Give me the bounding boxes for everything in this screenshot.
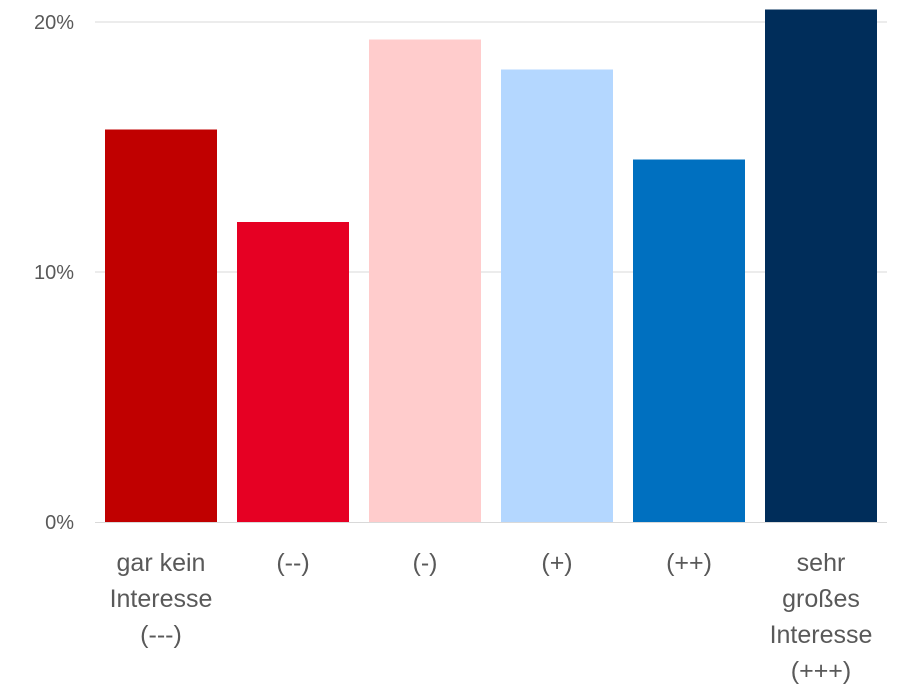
x-category-label-line: Interesse xyxy=(110,585,213,613)
x-category-label: (--) xyxy=(276,549,309,577)
y-tick-label: 10% xyxy=(34,262,74,284)
x-category-label-line: (+++) xyxy=(791,657,851,685)
x-category-label: (-) xyxy=(413,549,438,577)
x-category-label-line: (-) xyxy=(413,549,438,577)
bar xyxy=(369,39,481,522)
x-category-label-line: großes xyxy=(782,585,860,613)
bar xyxy=(765,9,877,522)
x-category-label: (++) xyxy=(666,549,712,577)
bar xyxy=(237,222,349,522)
bar xyxy=(501,69,613,522)
x-category-label-line: sehr xyxy=(797,549,846,577)
x-category-label: gar kein Interesse (---) xyxy=(110,549,213,649)
x-category-label: sehr großes Interesse (+++) xyxy=(770,549,873,685)
y-axis-ticks: 0% 10% 20% xyxy=(34,12,74,534)
x-axis-categories: gar kein Interesse (---) (--) (-) (+) (++) sehr… xyxy=(110,549,873,685)
x-category-label-line: (+) xyxy=(541,549,572,577)
gridlines xyxy=(95,21,887,273)
bar xyxy=(633,159,745,522)
x-category-label-line: (---) xyxy=(140,621,182,649)
x-category-label-line: gar kein xyxy=(117,549,206,577)
y-tick-label: 0% xyxy=(45,512,74,534)
x-category-label-line: (++) xyxy=(666,549,712,577)
x-category-label: (+) xyxy=(541,549,572,577)
x-category-label-line: (--) xyxy=(276,549,309,577)
bar xyxy=(105,129,217,522)
bars xyxy=(105,9,877,522)
x-category-label-line: Interesse xyxy=(770,621,873,649)
y-tick-label: 20% xyxy=(34,12,74,34)
